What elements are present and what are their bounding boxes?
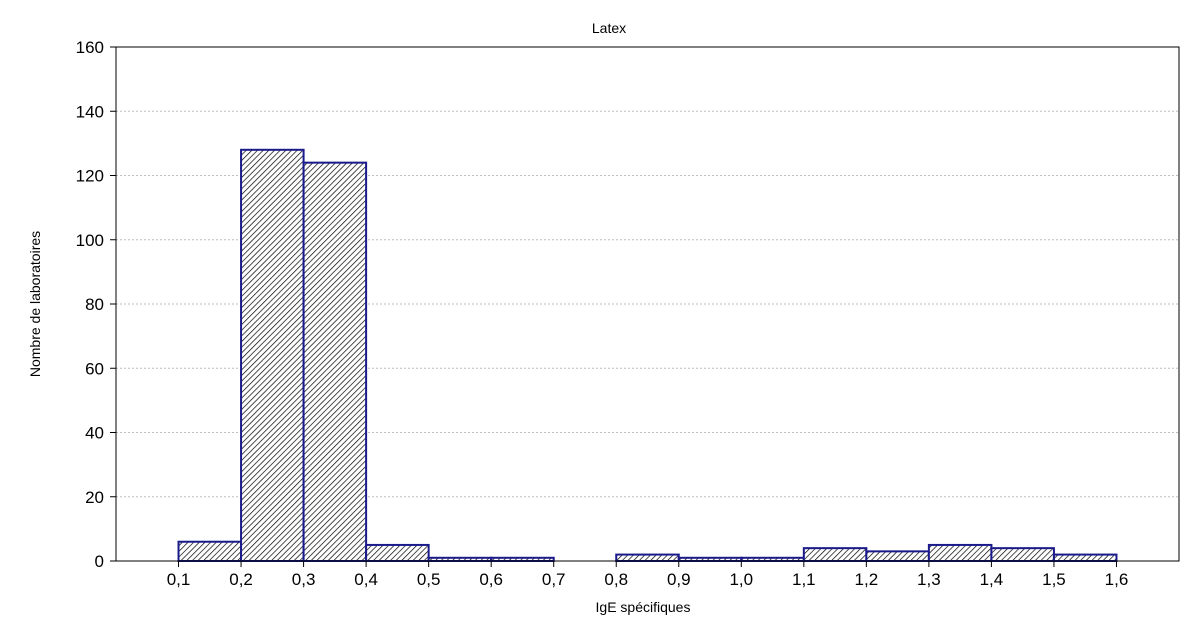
x-tick-label: 0,7 bbox=[542, 570, 566, 589]
x-tick-label: 1,4 bbox=[980, 570, 1004, 589]
x-tick-label: 0,8 bbox=[604, 570, 628, 589]
x-tick-label: 1,6 bbox=[1105, 570, 1129, 589]
y-axis-title: Nombre de laboratoires bbox=[27, 231, 43, 377]
y-tick-label: 140 bbox=[76, 102, 104, 121]
x-tick-label: 0,2 bbox=[229, 570, 253, 589]
x-tick-label: 1,1 bbox=[792, 570, 816, 589]
y-tick-label: 80 bbox=[85, 295, 104, 314]
y-tick-label: 0 bbox=[95, 552, 104, 571]
x-axis-ticks: 0,1 0,2 0,3 0,4 0,5 0,6 0,7 0,8 0,9 1,0 1,1 1,2 1,3 1… bbox=[167, 561, 1129, 589]
x-tick-label: 0,4 bbox=[354, 570, 378, 589]
x-tick-label: 0,9 bbox=[667, 570, 691, 589]
x-axis-title: IgE spécifiques bbox=[596, 599, 691, 615]
histogram-bar bbox=[990, 547, 1055, 563]
histogram-bar bbox=[365, 543, 430, 562]
y-tick-label: 160 bbox=[76, 38, 104, 57]
x-tick-label: 0,3 bbox=[292, 570, 316, 589]
y-tick-label: 120 bbox=[76, 167, 104, 186]
x-tick-label: 1,3 bbox=[917, 570, 941, 589]
x-tick-label: 0,5 bbox=[417, 570, 441, 589]
chart-title: Latex bbox=[592, 20, 626, 36]
y-tick-label: 100 bbox=[76, 231, 104, 250]
histogram-bar bbox=[177, 540, 243, 562]
x-tick-label: 0,6 bbox=[479, 570, 503, 589]
x-tick-label: 0,1 bbox=[167, 570, 191, 589]
x-tick-label: 1,5 bbox=[1042, 570, 1066, 589]
y-tick-label: 40 bbox=[85, 424, 104, 443]
histogram-bar bbox=[302, 161, 368, 562]
histogram-bar bbox=[240, 148, 305, 563]
y-tick-label: 20 bbox=[85, 488, 104, 507]
y-tick-label: 60 bbox=[85, 359, 104, 378]
y-axis-ticks: 0 20 40 60 80 100 120 140 160 bbox=[76, 38, 116, 571]
histogram-bar bbox=[927, 543, 993, 562]
histogram-bar bbox=[865, 550, 930, 562]
x-tick-label: 1,2 bbox=[855, 570, 879, 589]
histogram-bar bbox=[615, 553, 680, 563]
bars bbox=[177, 148, 1118, 563]
histogram-bar bbox=[1052, 553, 1118, 563]
x-tick-label: 1,0 bbox=[729, 570, 753, 589]
histogram-bar bbox=[802, 547, 868, 563]
